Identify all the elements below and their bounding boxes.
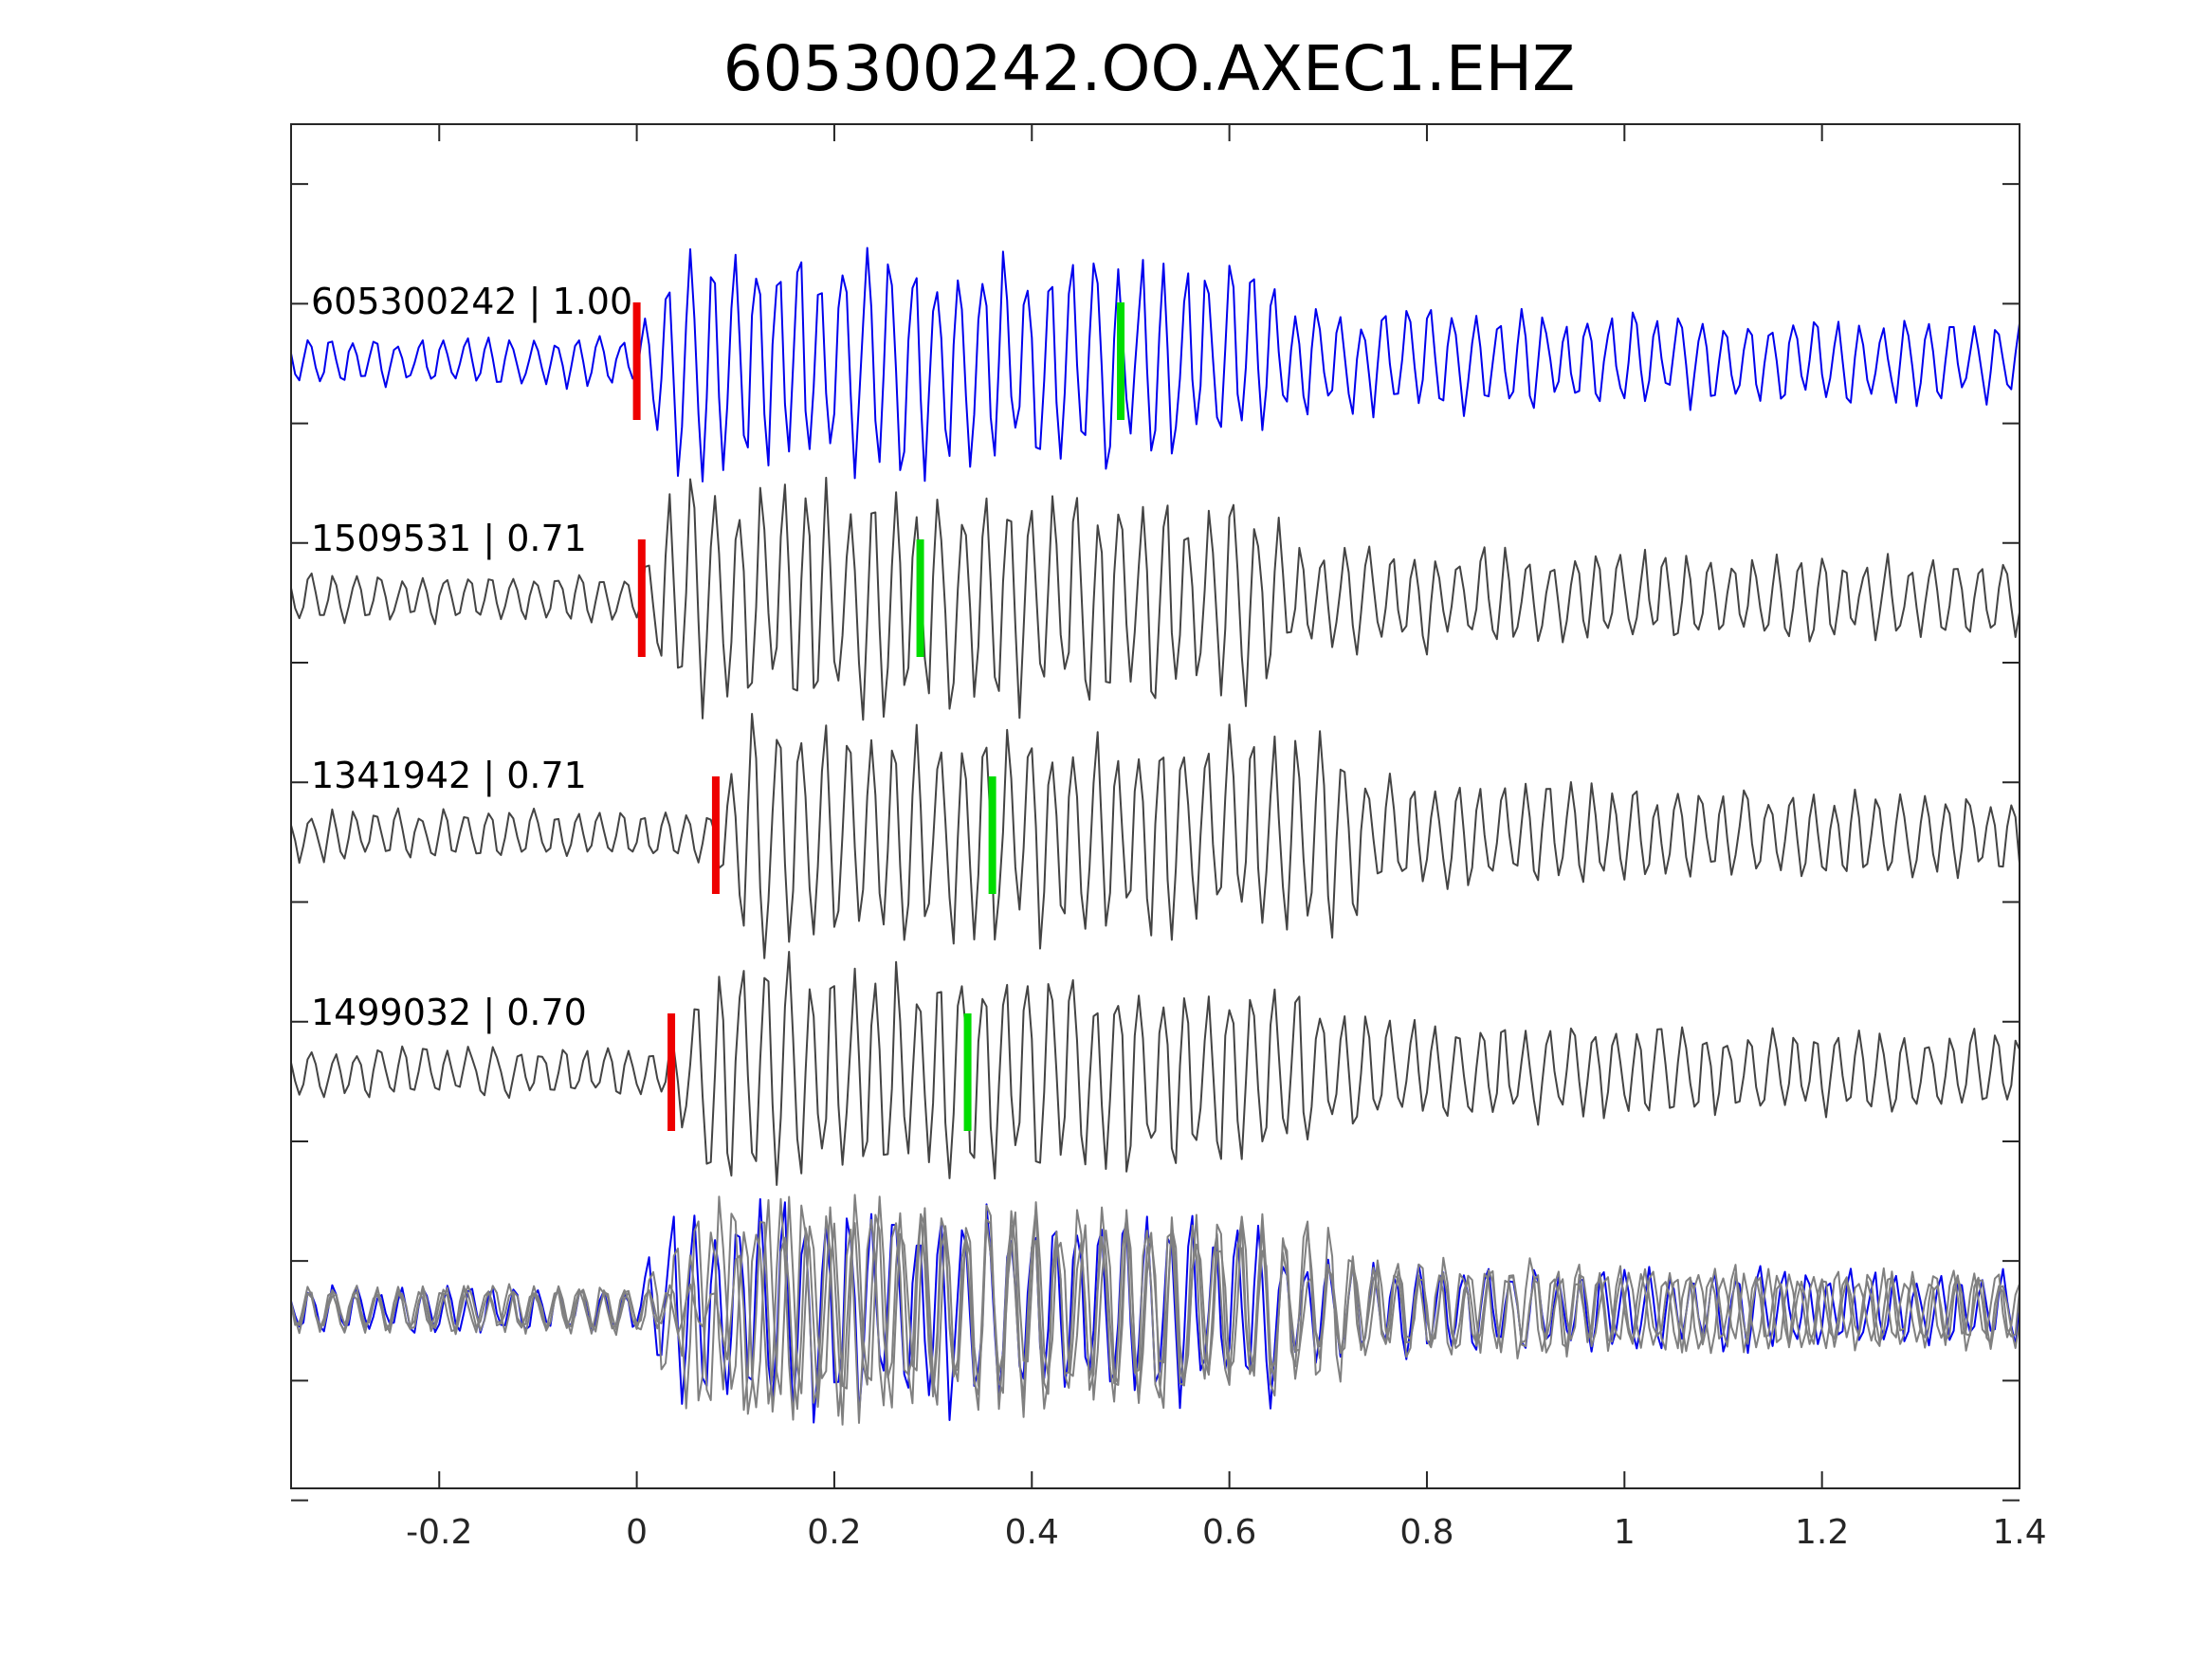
x-tick-label: 0.2: [807, 1513, 861, 1552]
x-tick-label: 1.4: [1992, 1513, 2046, 1552]
x-tick-label: 1.2: [1795, 1513, 1849, 1552]
axis-ticks: [291, 124, 2020, 1502]
overlay-trace-1341942: [290, 1204, 2020, 1426]
trace-label-1509531: 1509531 | 0.71: [311, 518, 587, 560]
x-tick-label: 0.4: [1005, 1513, 1059, 1552]
trace-1499032: [290, 951, 2020, 1186]
trace-labels: 605300242 | 1.00 1509531 | 0.71 1341942 | …: [311, 281, 632, 1034]
plot-area-frame: [290, 123, 2020, 1489]
trace-605300242: [290, 246, 2020, 483]
trace-label-1341942: 1341942 | 0.71: [311, 755, 587, 797]
x-tick-labels: -0.2 0 0.2 0.4 0.6 0.8 1 1.2 1.4: [406, 1513, 2047, 1552]
x-tick-label: 0: [626, 1513, 648, 1552]
x-tick-label: -0.2: [406, 1513, 472, 1552]
x-tick-label: 1: [1614, 1513, 1636, 1552]
traces-layer: [290, 246, 2020, 1426]
trace-1341942: [290, 713, 2020, 959]
picks-layer: [632, 302, 1125, 1131]
overlay-trace-1499032: [290, 1197, 2020, 1424]
x-tick-label: 0.8: [1399, 1513, 1453, 1552]
x-tick-label: 0.6: [1202, 1513, 1256, 1552]
chart-title: 605300242.OO.AXEC1.EHZ: [723, 32, 1576, 105]
trace-1509531: [290, 476, 2020, 721]
trace-label-605300242: 605300242 | 1.00: [311, 281, 632, 323]
trace-label-1499032: 1499032 | 0.70: [311, 992, 587, 1034]
